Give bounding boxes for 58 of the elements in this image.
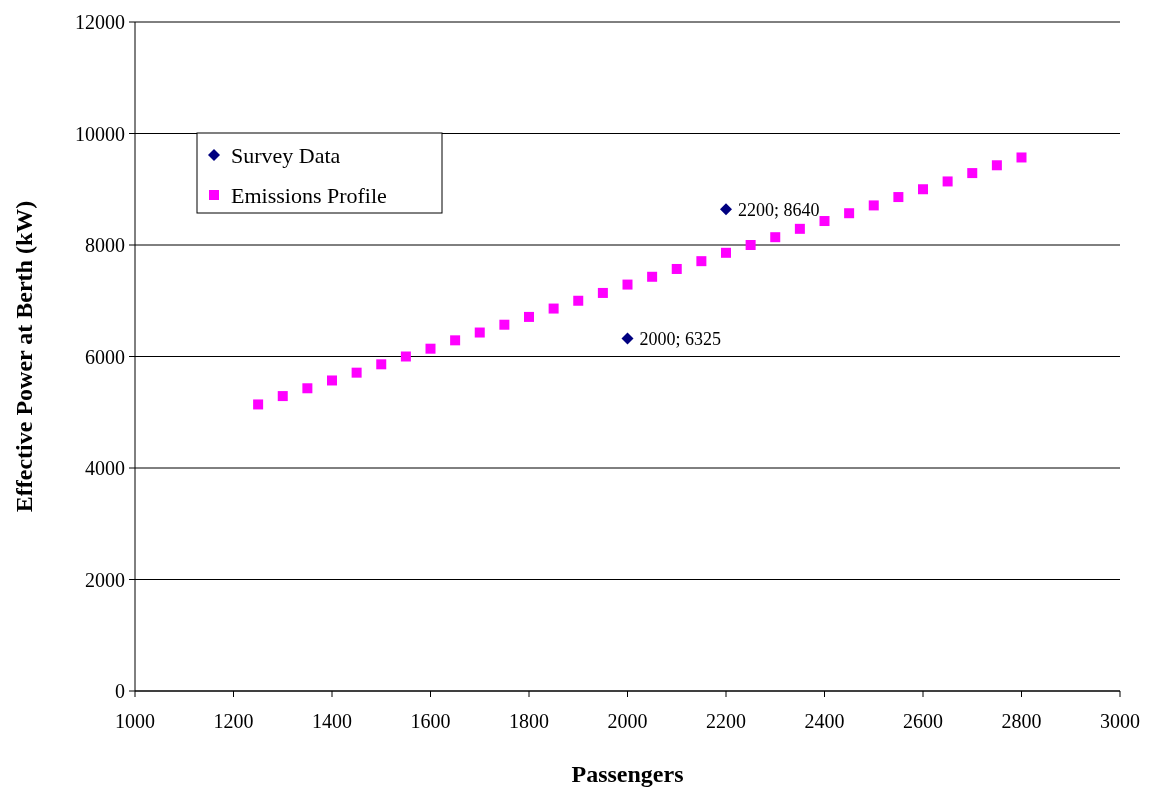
point	[253, 399, 264, 410]
y-tick-label: 8000	[85, 234, 125, 256]
point	[573, 295, 584, 306]
point	[622, 279, 633, 290]
point	[548, 303, 559, 314]
x-axis-title: Passengers	[571, 761, 684, 787]
y-tick-label: 6000	[85, 345, 125, 368]
x-tick-label: 1000	[115, 710, 155, 732]
point	[918, 184, 928, 195]
y-tick-label: 0	[115, 680, 125, 702]
x-tick-label: 2800	[1001, 710, 1042, 732]
point	[1016, 152, 1027, 163]
y-tick-label: 4000	[85, 457, 125, 479]
point	[450, 335, 461, 346]
x-tick-label: 2400	[804, 710, 845, 732]
point	[425, 343, 436, 354]
point	[597, 287, 608, 298]
point	[893, 192, 904, 203]
point	[794, 223, 805, 234]
point	[647, 271, 658, 282]
x-tick-label: 2000	[607, 710, 648, 732]
point	[770, 232, 781, 243]
y-axis-title: Effective Power at Berth (kW)	[11, 200, 37, 513]
point	[819, 216, 830, 227]
point	[991, 160, 1002, 171]
point	[967, 168, 978, 179]
point	[351, 367, 362, 378]
y-tick-label: 2000	[85, 568, 125, 591]
point	[671, 263, 682, 274]
point	[696, 256, 707, 267]
x-tick-label: 1800	[509, 710, 549, 732]
point	[376, 359, 387, 370]
legend-label: Emissions Profile	[231, 182, 387, 208]
point	[942, 176, 953, 187]
y-tick-label: 12000	[75, 11, 125, 33]
point	[720, 203, 732, 216]
data-label: 2000; 6325	[639, 328, 722, 349]
x-tick-label: 3000	[1100, 710, 1140, 732]
point	[499, 319, 510, 330]
x-tick-label: 2200	[706, 710, 746, 732]
point	[721, 247, 731, 258]
point	[621, 332, 634, 345]
legend-label: Survey Data	[231, 142, 341, 168]
y-tick-label: 10000	[75, 122, 125, 145]
point	[474, 327, 485, 338]
point	[524, 311, 534, 322]
point	[745, 240, 756, 250]
point	[400, 351, 411, 362]
point	[868, 200, 879, 211]
x-tick-label: 1400	[312, 710, 352, 732]
x-tick-label: 1200	[213, 710, 254, 732]
point	[302, 383, 313, 394]
x-tick-label: 1600	[410, 710, 451, 732]
data-label: 2200; 8640	[738, 199, 820, 220]
point	[844, 208, 855, 219]
point	[327, 375, 337, 386]
point	[277, 391, 288, 402]
x-tick-label: 2600	[903, 710, 943, 732]
